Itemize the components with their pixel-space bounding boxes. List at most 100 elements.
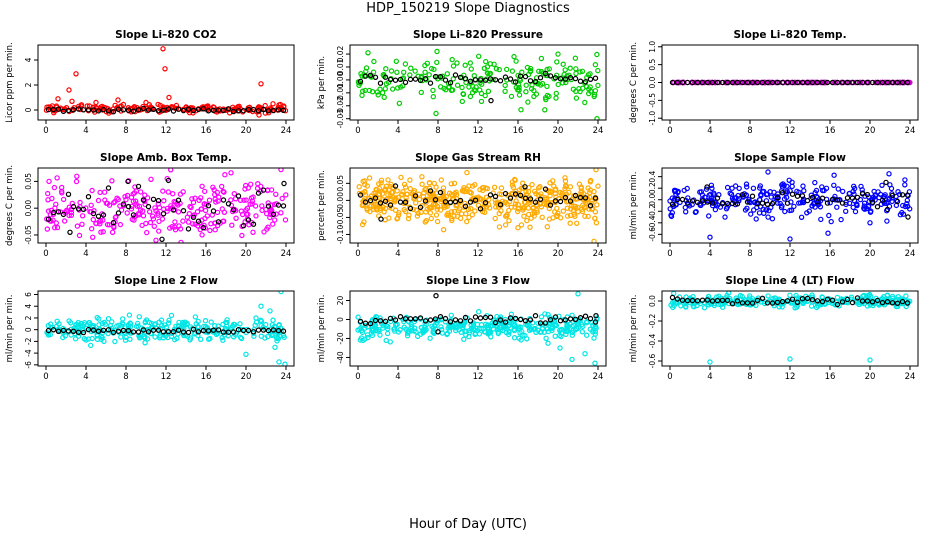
hourly-point bbox=[120, 107, 127, 113]
hourly-point bbox=[829, 79, 836, 86]
slope-point bbox=[178, 239, 184, 243]
slope-point bbox=[418, 209, 424, 215]
slope-point bbox=[394, 188, 400, 194]
slope-point bbox=[253, 315, 259, 321]
slope-point bbox=[75, 322, 82, 328]
x-tick-label: 16 bbox=[825, 249, 836, 259]
hourly-point bbox=[225, 329, 232, 335]
panel-9: Slope Line 4 (LT) Flow ml/min per min. 0 4 8… bbox=[629, 275, 919, 382]
slope-point bbox=[531, 87, 537, 94]
x-tick-label: 4 bbox=[395, 249, 400, 259]
slope-point bbox=[144, 336, 151, 342]
slope-point bbox=[448, 312, 454, 318]
slope-point bbox=[884, 218, 890, 224]
x-tick-label: 24 bbox=[281, 249, 292, 259]
slope-point bbox=[569, 332, 576, 338]
hourly-point bbox=[175, 327, 182, 333]
slope-point bbox=[388, 181, 394, 187]
slope-point bbox=[736, 185, 742, 192]
slope-point bbox=[45, 190, 51, 197]
slope-point bbox=[124, 210, 130, 216]
slope-point bbox=[502, 199, 508, 205]
hourly-point bbox=[809, 79, 816, 86]
hourly-point bbox=[382, 74, 389, 80]
hourly-point bbox=[275, 327, 282, 334]
slope-point bbox=[902, 177, 908, 183]
slope-point bbox=[267, 308, 273, 314]
slope-point bbox=[464, 169, 470, 176]
slope-point bbox=[89, 187, 95, 194]
slope-point bbox=[140, 213, 147, 219]
slope-point bbox=[158, 317, 165, 323]
hourly-point bbox=[467, 199, 474, 205]
hourly-point bbox=[397, 76, 404, 83]
x-tick-label: 4 bbox=[707, 372, 712, 382]
slope-point bbox=[821, 79, 828, 86]
slope-point bbox=[433, 110, 439, 117]
slope-point bbox=[89, 234, 96, 240]
hourly-point bbox=[150, 196, 157, 202]
slope-point bbox=[593, 220, 600, 226]
hourly-point bbox=[417, 204, 424, 210]
hourly-point bbox=[367, 320, 374, 327]
slope-point bbox=[594, 202, 600, 208]
slope-point bbox=[804, 210, 810, 216]
hourly-point bbox=[180, 207, 187, 214]
hourly-point bbox=[814, 298, 821, 304]
slope-point bbox=[438, 84, 444, 90]
hourly-point bbox=[532, 78, 539, 85]
slope-point bbox=[823, 185, 830, 191]
slope-point bbox=[557, 345, 563, 351]
slope-point bbox=[708, 182, 715, 188]
slope-point bbox=[886, 171, 892, 177]
slope-point bbox=[584, 318, 590, 325]
slope-point bbox=[194, 208, 201, 215]
hourly-point bbox=[814, 199, 821, 205]
slope-point bbox=[722, 214, 728, 220]
slope-point bbox=[553, 321, 559, 328]
slope-point bbox=[382, 86, 388, 92]
slope-point bbox=[74, 223, 81, 229]
slope-point bbox=[401, 69, 407, 76]
slope-point bbox=[77, 199, 83, 206]
slope-point bbox=[467, 93, 474, 100]
hourly-point bbox=[809, 297, 816, 303]
hourly-point bbox=[699, 198, 706, 204]
hourly-point bbox=[522, 73, 529, 80]
slope-point bbox=[786, 177, 792, 183]
slope-point bbox=[388, 318, 394, 325]
y-tick-label: 6 bbox=[24, 292, 33, 297]
slope-point bbox=[224, 317, 230, 323]
hourly-point bbox=[889, 300, 896, 306]
hourly-point bbox=[382, 318, 389, 324]
slope-point bbox=[162, 66, 168, 72]
slope-point bbox=[355, 314, 361, 320]
hourly-point bbox=[492, 319, 499, 326]
slope-point bbox=[376, 328, 382, 335]
slope-point bbox=[384, 330, 391, 337]
y-tick-label: 0.02 bbox=[336, 45, 345, 62]
slope-point bbox=[387, 339, 393, 345]
slope-point bbox=[95, 197, 102, 204]
slope-point bbox=[421, 190, 427, 196]
hourly-point bbox=[362, 320, 369, 326]
hourly-point bbox=[60, 211, 67, 218]
slope-point bbox=[582, 99, 588, 106]
slope-point bbox=[592, 331, 599, 337]
slope-point bbox=[202, 215, 208, 222]
slope-point bbox=[54, 318, 60, 324]
hourly-point bbox=[547, 317, 554, 323]
x-tick-label: 0 bbox=[43, 249, 48, 259]
slope-point bbox=[513, 58, 519, 64]
slope-point bbox=[595, 82, 601, 89]
slope-point bbox=[78, 103, 84, 109]
slope-point bbox=[278, 210, 284, 216]
x-tick-label: 8 bbox=[747, 249, 752, 259]
hourly-point bbox=[220, 107, 227, 114]
slope-point bbox=[528, 65, 534, 72]
hourly-point bbox=[270, 327, 277, 333]
slope-point bbox=[245, 211, 251, 217]
slope-point bbox=[137, 189, 144, 195]
slope-point bbox=[85, 336, 92, 342]
hourly-point bbox=[704, 297, 711, 303]
